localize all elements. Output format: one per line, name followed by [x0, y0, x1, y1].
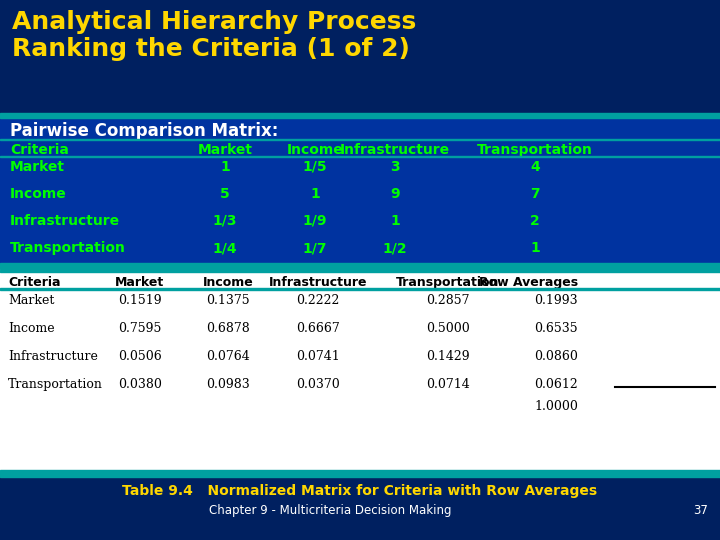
Text: Infrastructure: Infrastructure — [340, 143, 450, 157]
Text: 0.1519: 0.1519 — [118, 294, 162, 307]
Text: 1/4: 1/4 — [212, 241, 238, 255]
Bar — [0, 118, 720, 265]
Bar — [0, 477, 720, 540]
Bar — [0, 0, 720, 115]
Text: 0.2857: 0.2857 — [426, 294, 469, 307]
Bar — [0, 288, 720, 290]
Text: 0.5000: 0.5000 — [426, 322, 470, 335]
Text: Income: Income — [10, 187, 67, 201]
Text: Market: Market — [197, 143, 253, 157]
Bar — [0, 113, 720, 118]
Bar — [0, 270, 720, 272]
Bar — [0, 470, 720, 472]
Text: Market: Market — [8, 294, 55, 307]
Text: 0.6878: 0.6878 — [206, 322, 250, 335]
Text: Analytical Hierarchy Process: Analytical Hierarchy Process — [12, 10, 416, 34]
Text: 0.0983: 0.0983 — [206, 378, 250, 391]
Text: 0.6535: 0.6535 — [534, 322, 578, 335]
Text: 5: 5 — [220, 187, 230, 201]
Text: 0.1993: 0.1993 — [534, 294, 578, 307]
Text: Infrastructure: Infrastructure — [8, 350, 98, 363]
Text: 0.0612: 0.0612 — [534, 378, 578, 391]
Text: 0.0380: 0.0380 — [118, 378, 162, 391]
Text: 0.0370: 0.0370 — [296, 378, 340, 391]
Text: 1/7: 1/7 — [302, 241, 328, 255]
Text: 2: 2 — [530, 214, 540, 228]
Text: Transportation: Transportation — [477, 143, 593, 157]
Text: 1/5: 1/5 — [302, 160, 328, 174]
Text: 1/9: 1/9 — [302, 214, 328, 228]
Text: Criteria: Criteria — [10, 143, 69, 157]
Text: Ranking the Criteria (1 of 2): Ranking the Criteria (1 of 2) — [12, 37, 410, 61]
Text: Criteria: Criteria — [8, 276, 60, 289]
Text: 0.0741: 0.0741 — [296, 350, 340, 363]
Bar — [0, 156, 720, 157]
Text: 9: 9 — [390, 187, 400, 201]
Text: 0.0714: 0.0714 — [426, 378, 470, 391]
Text: Pairwise Comparison Matrix:: Pairwise Comparison Matrix: — [10, 122, 279, 140]
Text: 0.1429: 0.1429 — [426, 350, 470, 363]
Text: Row Averages: Row Averages — [479, 276, 578, 289]
Text: Market: Market — [115, 276, 165, 289]
Text: 0.0506: 0.0506 — [118, 350, 162, 363]
Text: 1/3: 1/3 — [212, 214, 238, 228]
Text: 7: 7 — [530, 187, 540, 201]
Text: 0.7595: 0.7595 — [118, 322, 162, 335]
Text: Infrastructure: Infrastructure — [269, 276, 367, 289]
Bar — [0, 138, 720, 140]
Text: 0.1375: 0.1375 — [206, 294, 250, 307]
Text: 1: 1 — [220, 160, 230, 174]
Text: 1: 1 — [310, 187, 320, 201]
Text: 1/2: 1/2 — [383, 241, 408, 255]
Text: 4: 4 — [530, 160, 540, 174]
Text: Income: Income — [8, 322, 55, 335]
Text: 37: 37 — [693, 504, 708, 517]
Text: Table 9.4   Normalized Matrix for Criteria with Row Averages: Table 9.4 Normalized Matrix for Criteria… — [122, 484, 598, 498]
Bar — [0, 264, 720, 269]
Text: 0.0764: 0.0764 — [206, 350, 250, 363]
Text: Market: Market — [10, 160, 65, 174]
Bar — [0, 269, 720, 472]
Text: 3: 3 — [390, 160, 400, 174]
Bar — [0, 472, 720, 477]
Text: Chapter 9 - Multicriteria Decision Making: Chapter 9 - Multicriteria Decision Makin… — [209, 504, 451, 517]
Text: 1: 1 — [530, 241, 540, 255]
Text: Transportation: Transportation — [396, 276, 500, 289]
Text: 0.2222: 0.2222 — [297, 294, 340, 307]
Text: 0.6667: 0.6667 — [296, 322, 340, 335]
Text: Transportation: Transportation — [8, 378, 103, 391]
Text: 1: 1 — [390, 214, 400, 228]
Text: Infrastructure: Infrastructure — [10, 214, 120, 228]
Text: Income: Income — [202, 276, 253, 289]
Text: 1.0000: 1.0000 — [534, 400, 578, 413]
Text: Transportation: Transportation — [10, 241, 126, 255]
Text: 0.0860: 0.0860 — [534, 350, 578, 363]
Text: Income: Income — [287, 143, 343, 157]
Bar — [0, 262, 720, 264]
